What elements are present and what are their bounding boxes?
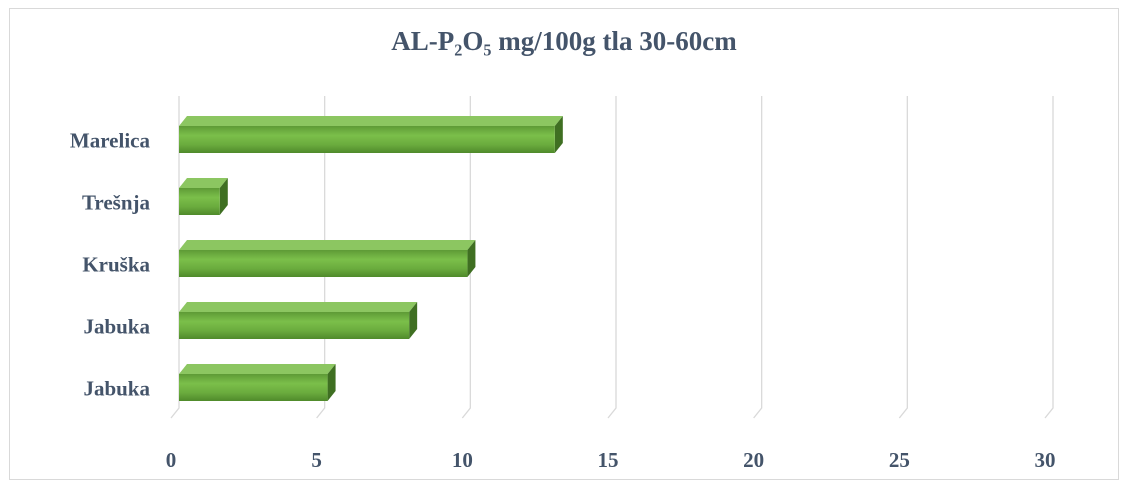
bar-side-face bbox=[467, 240, 476, 277]
gridline bbox=[753, 96, 763, 419]
category-label: Jabuka bbox=[83, 377, 150, 401]
bar-side-face bbox=[409, 302, 418, 339]
bar-top-face bbox=[179, 116, 563, 126]
category-label: Kruška bbox=[82, 253, 150, 277]
x-tick-label: 0 bbox=[166, 448, 177, 472]
x-tick-label: 15 bbox=[598, 448, 619, 472]
gridline bbox=[170, 96, 180, 419]
category-label: Trešnja bbox=[82, 191, 151, 215]
x-tick-label: 30 bbox=[1035, 448, 1056, 472]
bar-side-face bbox=[327, 364, 336, 401]
chart-title: AL-P₂O₅ mg/100g tla 30-60cm bbox=[391, 26, 737, 56]
gridline bbox=[607, 96, 617, 419]
category-label: Marelica bbox=[70, 129, 151, 153]
bar bbox=[179, 188, 220, 215]
x-tick-label: 10 bbox=[452, 448, 473, 472]
bar-top-face bbox=[179, 240, 476, 250]
bar bbox=[179, 374, 328, 401]
gridline bbox=[316, 96, 326, 419]
bar-top-face bbox=[179, 364, 336, 374]
x-tick-label: 25 bbox=[889, 448, 910, 472]
category-label: Jabuka bbox=[83, 315, 150, 339]
bar-side-face bbox=[219, 178, 228, 215]
bar bbox=[179, 312, 410, 339]
gridline bbox=[461, 96, 471, 419]
bar-top-face bbox=[179, 302, 418, 312]
bar bbox=[179, 126, 555, 153]
gridline bbox=[1044, 96, 1054, 419]
bar bbox=[179, 250, 468, 277]
x-tick-label: 5 bbox=[311, 448, 322, 472]
bar-top-face bbox=[179, 178, 228, 188]
gridline bbox=[898, 96, 908, 419]
x-tick-label: 20 bbox=[743, 448, 764, 472]
bar-side-face bbox=[554, 116, 563, 153]
